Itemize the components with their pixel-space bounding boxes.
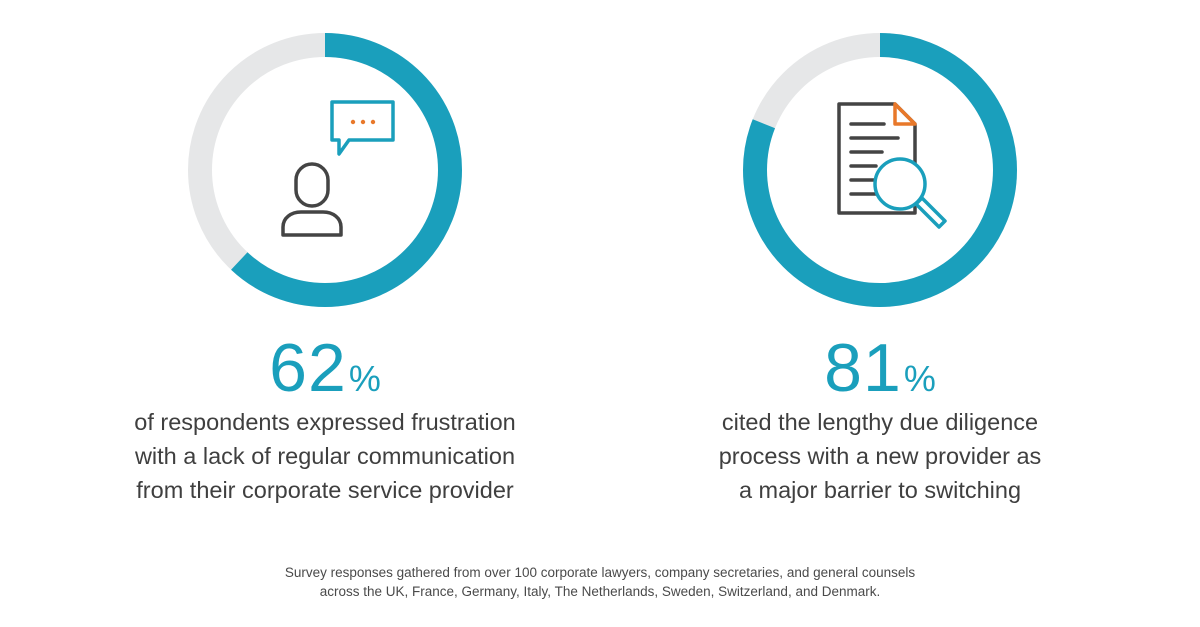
document-magnifier-icon xyxy=(810,80,950,250)
stat-description-line: process with a new provider as xyxy=(718,443,1042,469)
footnote-line: across the UK, France, Germany, Italy, T… xyxy=(319,584,881,599)
stat-value-number: 81 xyxy=(824,330,902,406)
stat-block-due-diligence: 81% cited the lengthy due diligence proc… xyxy=(600,0,1160,540)
stat-block-communication: 62% of respondents expressed frustration… xyxy=(45,0,605,540)
donut-value-arc xyxy=(743,33,1017,307)
stat-description: of respondents expressed frustration wit… xyxy=(45,405,605,507)
person-speech-bubble-icon xyxy=(255,80,395,250)
donut-value-arc xyxy=(188,33,462,307)
stat-value-unit: % xyxy=(903,358,936,399)
stat-description-line: from their corporate service provider xyxy=(136,477,514,503)
stat-value-unit: % xyxy=(348,358,381,399)
donut-chart-81 xyxy=(740,30,1020,310)
stat-description-line: a major barrier to switching xyxy=(738,477,1022,503)
stat-description-line: with a lack of regular communication xyxy=(134,443,516,469)
stat-value-number: 62 xyxy=(269,330,347,406)
donut-svg xyxy=(743,33,1017,307)
stat-description-line: cited the lengthy due diligence xyxy=(721,409,1039,435)
footnote-line: Survey responses gathered from over 100 … xyxy=(284,565,916,580)
donut-chart-62 xyxy=(185,30,465,310)
donut-svg xyxy=(188,33,462,307)
stat-description-line: of respondents expressed frustration xyxy=(134,409,516,435)
stat-value: 81% xyxy=(600,328,1160,427)
stat-description: cited the lengthy due diligence process … xyxy=(600,405,1160,507)
stat-value: 62% xyxy=(45,328,605,427)
survey-footnote: Survey responses gathered from over 100 … xyxy=(0,563,1200,601)
